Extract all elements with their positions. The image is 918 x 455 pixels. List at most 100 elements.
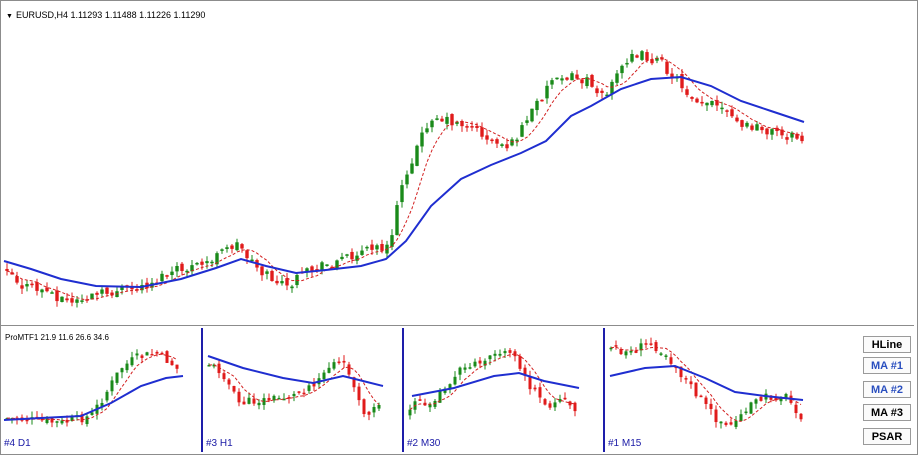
pane-chart [3,348,184,428]
candle [415,144,419,167]
candle [508,347,512,358]
candle [35,278,39,296]
candle [435,114,439,121]
candle [639,338,643,357]
candle [440,115,444,122]
candle [465,124,469,132]
candle [327,362,331,374]
candle [600,88,604,99]
candle [485,129,489,145]
hline-button[interactable]: HLine [863,336,911,353]
candle [160,270,164,283]
dropdown-triangle-icon[interactable]: ▼ [6,13,13,20]
ma-slow-line [3,375,184,421]
candle [280,275,284,286]
candle [570,71,574,81]
candle [370,239,374,255]
candle [252,393,256,406]
candle [292,391,296,402]
pane-label-d1: #4 D1 [4,438,31,449]
candle [483,358,487,370]
candle [225,244,229,253]
candle [525,115,529,126]
candle [267,393,271,403]
candle [730,105,734,119]
candle [285,272,289,291]
ma-slow-line [609,364,804,401]
candle [20,279,24,294]
candle [45,282,49,293]
candle [715,95,719,111]
candle [210,259,214,268]
ma-fast-line [208,364,380,406]
candle [120,367,124,379]
candle [55,420,59,428]
ma-slow-line [207,355,384,387]
candle [614,340,618,350]
candle [287,394,291,404]
candle [105,287,109,297]
candle [709,398,713,415]
pane-label-m15: #1 M15 [608,438,642,449]
candle [200,258,204,270]
pane-separator [603,328,605,452]
candle [473,358,477,368]
ma-fast-line [7,353,178,422]
candle [655,55,659,64]
candle [785,133,789,145]
ma1-button[interactable]: MA #1 [863,357,911,374]
candle [500,143,504,148]
candle [548,400,552,410]
pane-chart [609,337,804,430]
candle [690,96,694,102]
main-chart-window[interactable]: ▼ EURUSD,H4 1.11293 1.11488 1.11226 1.112… [1,1,914,326]
candle [362,398,366,418]
candle [794,401,798,419]
candle [365,245,369,251]
candle [513,349,517,362]
candle [563,392,567,400]
candle [629,346,633,356]
candle [654,339,658,354]
ma2-button[interactable]: MA #2 [863,381,911,398]
candle [340,252,344,261]
candle [735,114,739,123]
candle [575,69,579,80]
candle [790,131,794,142]
candle [405,170,409,189]
candle [705,102,709,112]
candle [729,418,733,426]
pane-separator [402,328,404,452]
candle [272,394,276,403]
candle [684,375,688,384]
timeframe-pane-h1[interactable]: #3 H1 [203,328,402,452]
candle [795,132,799,140]
ma3-button[interactable]: MA #3 [863,404,911,421]
candle [60,417,64,425]
candle [565,76,569,81]
candle [799,412,803,422]
candle [195,261,199,266]
candle [543,398,547,406]
main-price-chart[interactable] [1,1,914,325]
candle [463,363,467,374]
timeframe-pane-m15[interactable]: #1 M15 [605,328,811,452]
candle [15,271,19,285]
candle [754,398,758,409]
candle [659,352,663,356]
candle [725,109,729,118]
psar-button[interactable]: PSAR [863,428,911,445]
candle [644,339,648,349]
candle [480,122,484,140]
candle [165,274,169,280]
timeframe-pane-d1[interactable]: ProMTF1 21.9 11.6 26.6 34.6 #4 D1 [1,328,201,452]
candle [395,200,399,236]
candle [528,370,532,395]
candle [714,405,718,428]
timeframe-pane-m30[interactable]: #2 M30 [404,328,603,452]
candle [302,388,306,398]
candle [704,395,708,410]
chart-title: ▼ EURUSD,H4 1.11293 1.11488 1.11226 1.112… [6,10,205,20]
candle [635,54,639,59]
ma-fast-line [610,346,802,422]
